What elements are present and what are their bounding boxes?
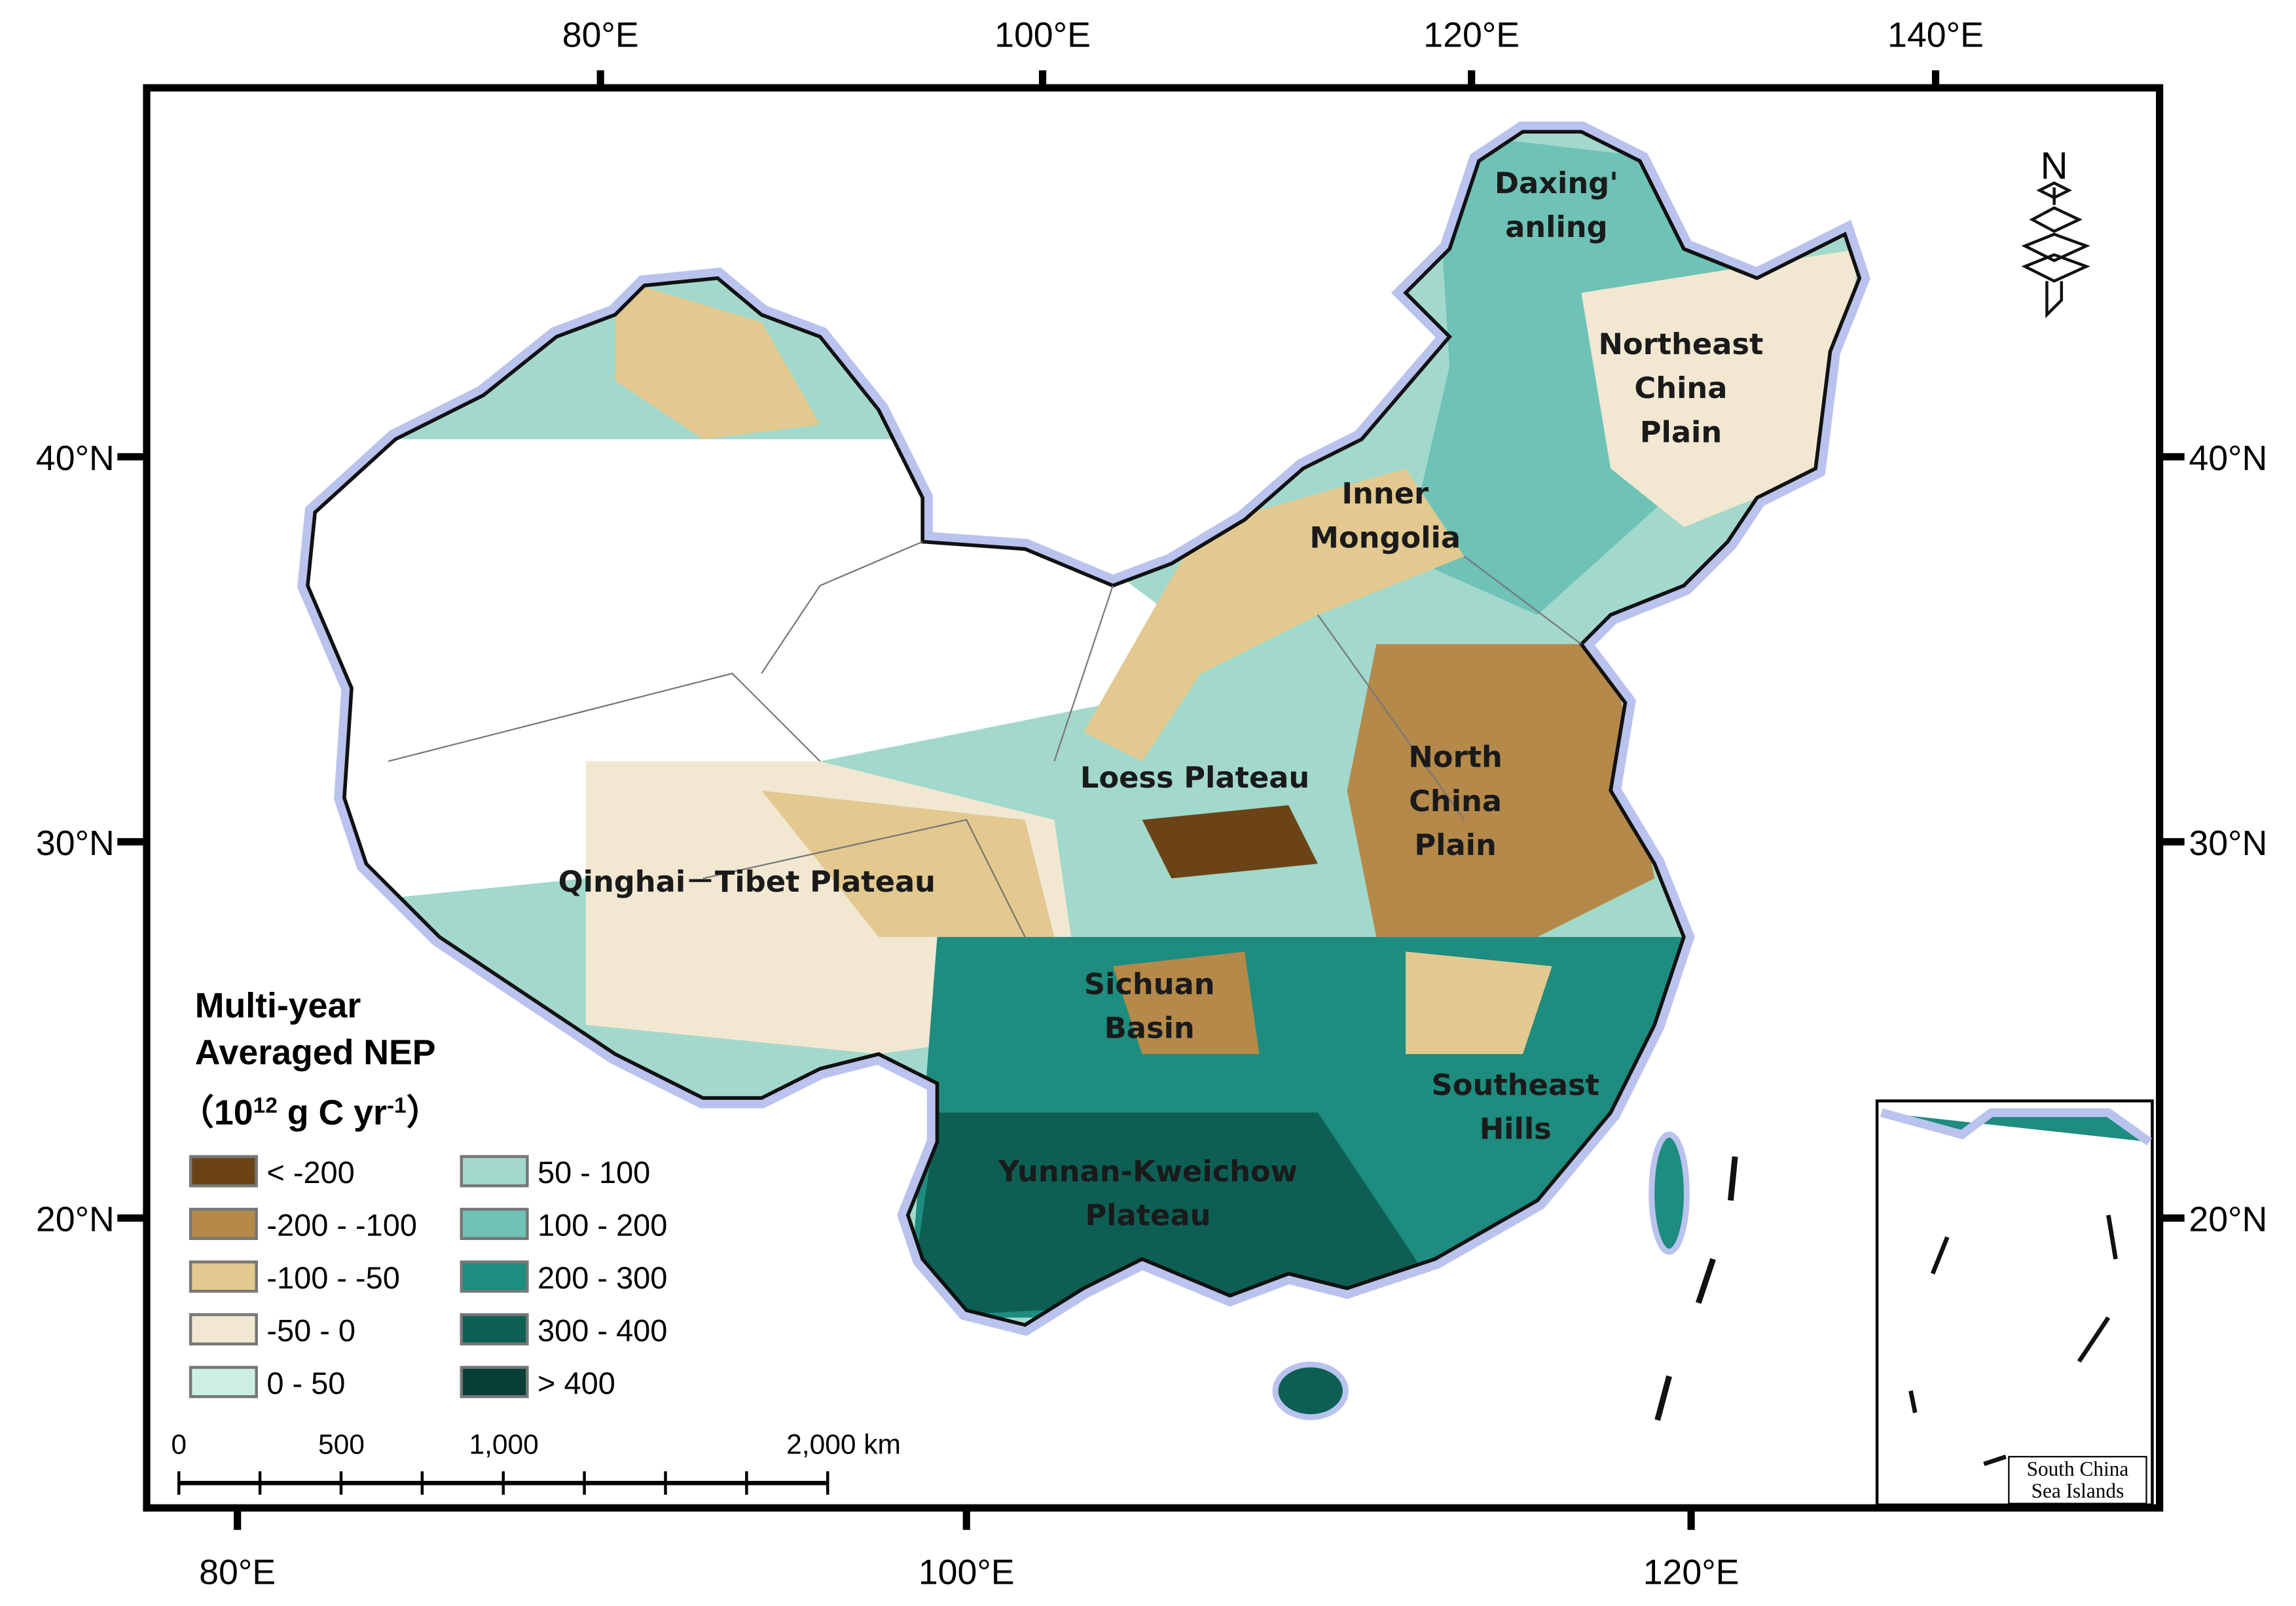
inset-coast (1880, 1108, 2152, 1146)
lat-label: 40°N (36, 439, 115, 478)
lon-label: 80°E (199, 1552, 276, 1592)
hainan (1272, 1361, 1349, 1421)
region-label: Southeast (1432, 1068, 1599, 1103)
lat-label: 20°N (36, 1200, 115, 1239)
nep-zone (615, 278, 820, 439)
lon-label: 80°E (562, 16, 639, 55)
legend-title: Averaged NEP (195, 1033, 436, 1072)
taiwan (1649, 1131, 1690, 1255)
legend-swatch (460, 1260, 529, 1293)
region-label: Mongolia (1309, 520, 1461, 555)
lat-label: 40°N (2189, 439, 2267, 478)
inset-label-box (2008, 1455, 2147, 1505)
lon-label: 120°E (1423, 16, 1520, 55)
region-label: China (1634, 371, 1727, 405)
legend-label: -100 - -50 (266, 1260, 400, 1295)
legend-title: Multi-year (195, 986, 361, 1025)
region-label: Basin (1104, 1010, 1195, 1045)
legend-unit-part: -1 (387, 1093, 407, 1118)
legend-label: > 400 (538, 1366, 615, 1400)
legend-label: 100 - 200 (538, 1207, 667, 1242)
labels: 80°E 100°E 120°E 140°E 40°N 30°N 20°N 40°N 30°N 2… (36, 16, 2267, 1592)
inset-label: Sea Islands (2032, 1480, 2124, 1503)
legend-swatch (189, 1260, 258, 1293)
legend-unit-part: 12 (253, 1093, 278, 1118)
scale-label: 500 (318, 1429, 365, 1460)
province-borders (388, 541, 1582, 938)
nep-zone (1084, 468, 1465, 761)
legend-label: 50 - 100 (538, 1155, 650, 1190)
legend-swatch (460, 1155, 529, 1188)
region-label: Plain (1640, 414, 1722, 449)
north-label: N (2041, 145, 2068, 187)
lon-label: 100°E (994, 16, 1091, 55)
legend-label: -200 - -100 (266, 1207, 417, 1242)
legend-swatch (189, 1366, 258, 1398)
legend-unit: （1012 g C yr-1） (179, 1093, 441, 1132)
scale-label: 0 (171, 1429, 187, 1460)
legend-unit-part: g C yr (278, 1093, 387, 1132)
legend-swatch (460, 1313, 529, 1345)
country-border (306, 130, 1862, 1327)
nine-dash-line (1654, 1156, 1738, 1421)
region-label: Yunnan-Kweichow (998, 1154, 1298, 1189)
legend-unit-part: （10 (179, 1093, 253, 1132)
region-label: Northeast (1598, 327, 1763, 361)
nep-zone (907, 1112, 1435, 1318)
region-label: Qinghai－Tibet Plateau (558, 864, 936, 899)
region-label: Plateau (1085, 1198, 1211, 1233)
legend-swatch (189, 1313, 258, 1345)
legend-swatch (460, 1366, 529, 1398)
inset-frame (1875, 1099, 2154, 1506)
legend-label: < -200 (266, 1155, 354, 1190)
lat-label: 30°N (36, 824, 115, 863)
region-label: Inner (1341, 476, 1429, 511)
nep-zone (1112, 951, 1260, 1054)
legend-unit-part: ） (407, 1093, 442, 1132)
legend-label: 0 - 50 (266, 1366, 345, 1400)
region-label: Sichuan (1084, 966, 1215, 1001)
nep-zone (1347, 644, 1655, 938)
nep-zone (761, 790, 1055, 938)
lat-label: 20°N (2189, 1200, 2267, 1239)
legend-label: 200 - 300 (538, 1260, 667, 1295)
legend-swatch (189, 1155, 258, 1188)
legend-label: -50 - 0 (266, 1313, 355, 1347)
inset-label: South China (2027, 1457, 2129, 1480)
scale-label: 2,000 km (786, 1429, 901, 1460)
lon-label: 100°E (919, 1552, 1015, 1592)
legend-swatch (460, 1207, 529, 1240)
region-label: anling (1505, 210, 1608, 244)
lon-label: 140°E (1887, 16, 1984, 55)
region-label: Hills (1480, 1112, 1552, 1146)
inset-dashes (1908, 1214, 2118, 1467)
legend-label: 300 - 400 (538, 1313, 667, 1347)
region-label: Daxing' (1495, 166, 1618, 200)
region-label: Loess Plateau (1080, 760, 1309, 795)
nep-zone (1142, 805, 1318, 879)
region-label: North (1408, 740, 1502, 775)
north-arrow (2021, 181, 2090, 319)
lat-label: 30°N (2189, 824, 2267, 863)
nep-zone (1581, 249, 1860, 527)
lon-label: 120°E (1643, 1552, 1740, 1592)
nep-zone (1406, 951, 1552, 1054)
region-label: China (1409, 784, 1502, 818)
legend-swatch (189, 1207, 258, 1240)
scale-label: 1,000 (469, 1429, 538, 1460)
region-label: Plain (1414, 828, 1496, 862)
